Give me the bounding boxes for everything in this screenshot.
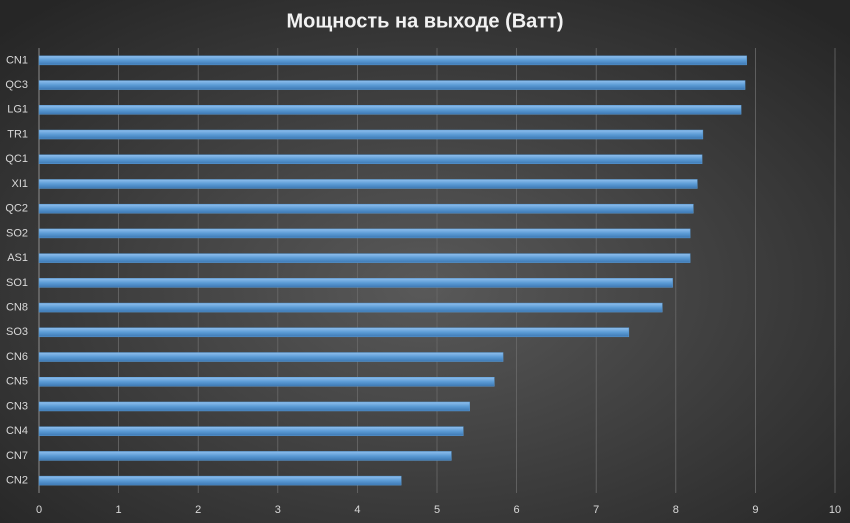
y-tick-label: AS1 — [7, 252, 28, 264]
x-tick-label: 3 — [275, 504, 281, 516]
bar — [38, 327, 630, 338]
bar — [38, 278, 673, 288]
y-tick-label: CN4 — [6, 425, 28, 437]
bar — [38, 401, 470, 412]
bar — [38, 352, 504, 362]
y-tick-label: SO3 — [6, 326, 28, 338]
x-tick-label: 4 — [354, 504, 360, 516]
x-tick-label: 7 — [593, 504, 599, 516]
y-tick-label: SO1 — [6, 277, 28, 289]
bar — [38, 377, 495, 387]
y-tick-label: QC3 — [5, 79, 28, 91]
bar — [38, 105, 742, 115]
bar — [38, 228, 691, 239]
y-tick-label: XI1 — [11, 178, 28, 190]
bar — [38, 55, 747, 66]
chart-title: Мощность на выходе (Ватт) — [286, 10, 563, 32]
x-tick-label: 10 — [829, 504, 841, 516]
y-tick-label: CN3 — [6, 400, 28, 412]
y-tick-label: QC2 — [5, 203, 28, 215]
bar — [38, 154, 703, 164]
bar — [38, 179, 698, 189]
y-tick-label: CN7 — [6, 450, 28, 462]
y-tick-label: CN8 — [6, 301, 28, 313]
bar — [38, 253, 691, 263]
y-tick-label: CN2 — [6, 475, 28, 487]
x-tick-label: 5 — [434, 504, 440, 516]
bar — [38, 302, 663, 313]
bar — [38, 451, 452, 461]
y-tick-label: CN1 — [6, 54, 28, 66]
bar — [38, 426, 464, 436]
x-tick-label: 0 — [36, 504, 42, 516]
bar — [38, 80, 746, 90]
y-tick-label: CN6 — [6, 351, 28, 363]
y-tick-label: CN5 — [6, 376, 28, 388]
y-tick-label: LG1 — [7, 104, 28, 116]
bar — [38, 203, 694, 214]
x-tick-label: 8 — [673, 504, 679, 516]
bar — [38, 129, 704, 140]
y-tick-label: QC1 — [5, 153, 28, 165]
y-tick-label: TR1 — [7, 128, 28, 140]
y-tick-label: SO2 — [6, 227, 28, 239]
x-tick-label: 6 — [514, 504, 520, 516]
bar — [38, 475, 402, 486]
x-tick-label: 9 — [752, 504, 758, 516]
x-tick-label: 1 — [116, 504, 122, 516]
x-tick-label: 2 — [195, 504, 201, 516]
